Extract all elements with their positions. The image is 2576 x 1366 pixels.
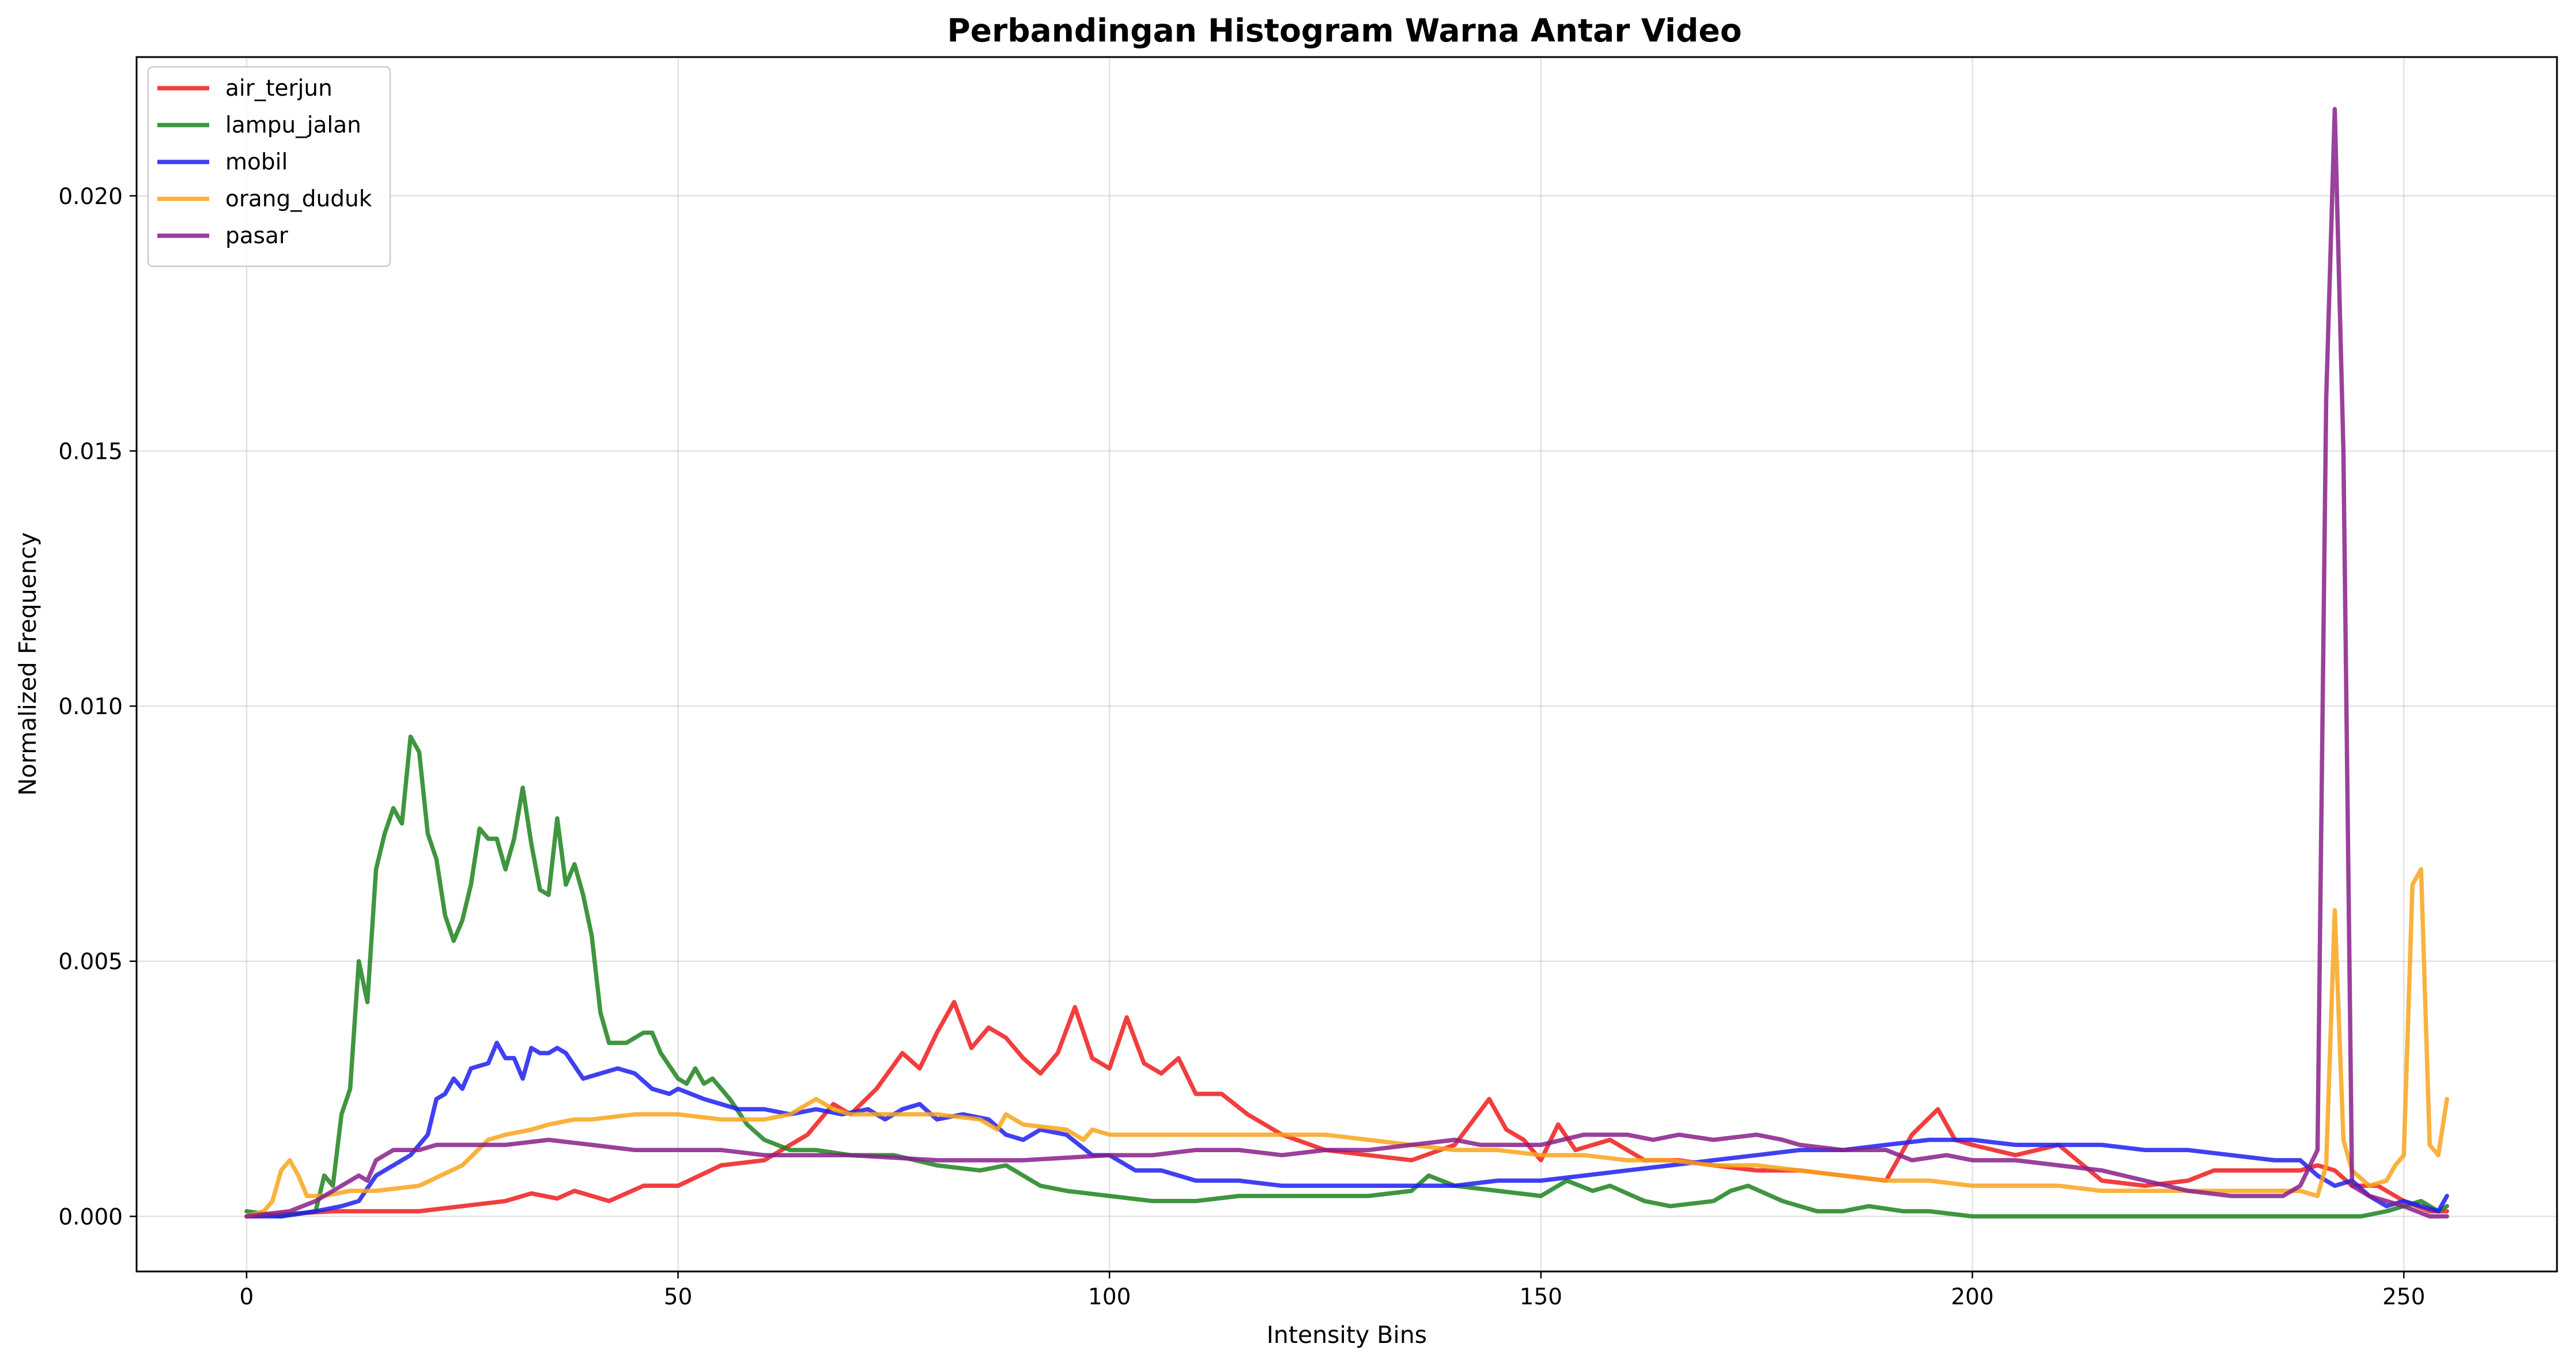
y-tick-label: 0.010: [58, 694, 123, 720]
legend-label: orang_duduk: [225, 186, 372, 212]
x-tick-label: 200: [1951, 1284, 1993, 1310]
series-line-lampu-jalan: [244, 734, 2449, 1219]
x-axis-label: Intensity Bins: [1267, 1321, 1427, 1349]
x-tick-label: 250: [2382, 1284, 2425, 1310]
legend-box: [147, 66, 391, 267]
x-tick-label: 150: [1520, 1284, 1562, 1310]
axis-ticks: 0 50 100 150 200 250 0.000 0.005 0.010 0.015 0.020: [58, 184, 2425, 1310]
legend-label: air_terjun: [225, 76, 333, 101]
series-lines: [244, 107, 2449, 1219]
series-line-orang-duduk: [244, 867, 2449, 1219]
y-tick-label: 0.000: [58, 1204, 123, 1230]
y-axis-label: Normalized Frequency: [14, 532, 41, 795]
x-tick-label: 100: [1088, 1284, 1131, 1310]
x-tick-label: 50: [664, 1284, 693, 1310]
plot-area-frame: [135, 56, 2558, 1273]
y-tick-label: 0.020: [58, 184, 123, 210]
x-tick-label: 0: [239, 1284, 254, 1310]
series-line-pasar: [244, 107, 2449, 1219]
legend-label: lampu_jalan: [225, 112, 361, 138]
legend-label: mobil: [225, 149, 288, 175]
series-line-mobil: [244, 1040, 2449, 1219]
y-tick-label: 0.015: [58, 439, 123, 465]
chart-title: Perbandingan Histogram Warna Antar Video: [947, 12, 1742, 49]
legend-label: pasar: [225, 223, 289, 249]
y-tick-label: 0.005: [58, 949, 123, 975]
